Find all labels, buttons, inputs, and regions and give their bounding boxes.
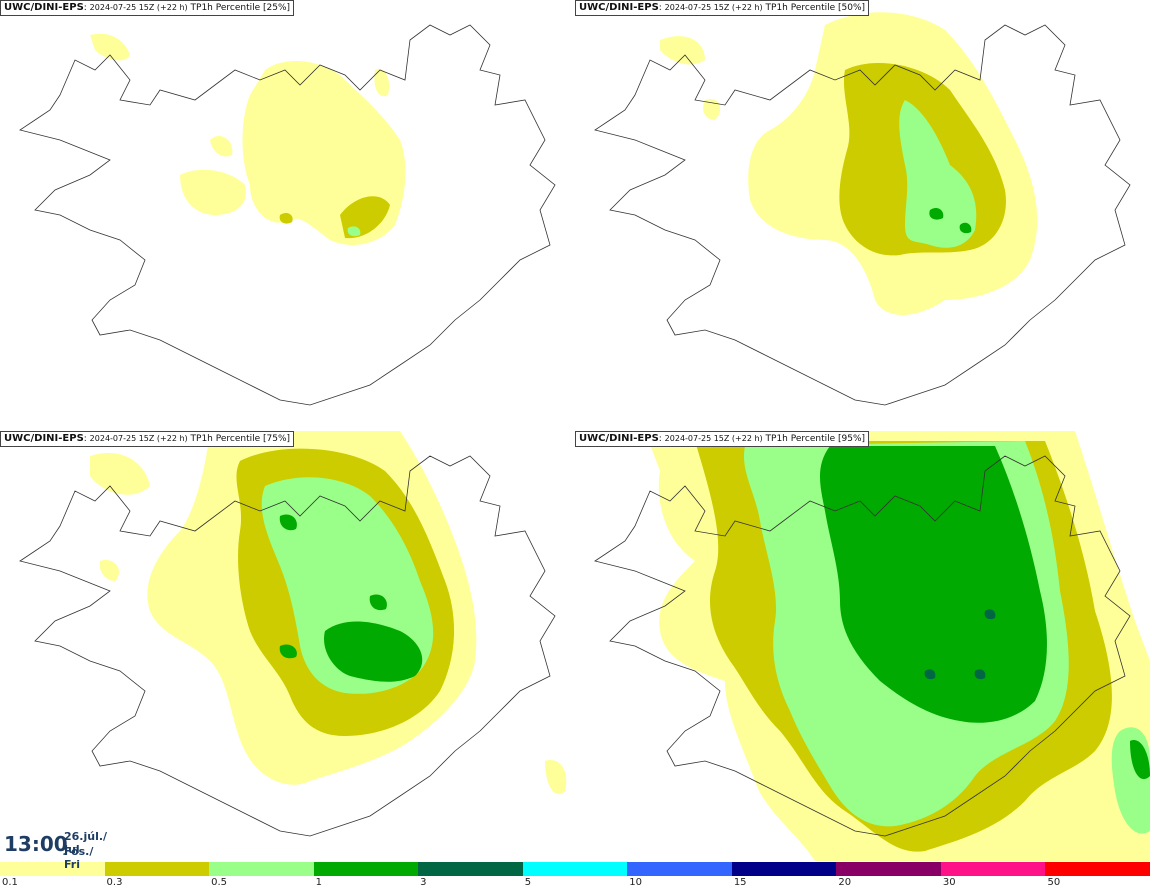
colorbar-segment bbox=[0, 862, 105, 876]
field-label: TP1h Percentile [50%] bbox=[765, 3, 866, 13]
run-date-label: 2024-07-25 15Z (+22 h) bbox=[664, 434, 763, 443]
panel-title-p95: UWC/DINI-EPS: 2024-07-25 15Z (+22 h) TP1… bbox=[575, 431, 870, 447]
map-panel-p95: UWC/DINI-EPS: 2024-07-25 15Z (+22 h) TP1… bbox=[575, 431, 1150, 861]
valid-time-box: 13:00 26.júl./ Jul Fös./ Fri bbox=[0, 828, 110, 871]
colorbar-tick-label: 3 bbox=[420, 877, 427, 888]
colorbar-tick-label: 0.3 bbox=[106, 877, 123, 888]
precip-shading bbox=[90, 33, 406, 246]
field-label: TP1h Percentile [95%] bbox=[765, 434, 866, 444]
precip-map-p50 bbox=[594, 12, 1131, 406]
valid-time: 13:00 bbox=[4, 832, 68, 856]
colorbar-tick-label: 20 bbox=[838, 877, 852, 888]
colorbar-segment bbox=[836, 862, 941, 876]
colorbar-segment bbox=[418, 862, 523, 876]
colorbar-segment bbox=[522, 862, 628, 876]
model-label: UWC/DINI-EPS bbox=[4, 2, 84, 13]
colorbar-tick-label: 1 bbox=[315, 877, 322, 888]
panel-title-p25: UWC/DINI-EPS: 2024-07-25 15Z (+22 h) TP1… bbox=[0, 0, 295, 16]
map-panel-p25: UWC/DINI-EPS: 2024-07-25 15Z (+22 h) TP1… bbox=[0, 0, 575, 430]
valid-date-line1: 26.júl./ Jul bbox=[64, 830, 108, 856]
panel-title-p50: UWC/DINI-EPS: 2024-07-25 15Z (+22 h) TP1… bbox=[575, 0, 870, 16]
colorbar-tick-label: 0.1 bbox=[2, 877, 18, 888]
field-label: TP1h Percentile [75%] bbox=[190, 434, 291, 444]
precip-shading bbox=[645, 431, 1150, 861]
coastline bbox=[594, 455, 1131, 837]
map-panel-p50: UWC/DINI-EPS: 2024-07-25 15Z (+22 h) TP1… bbox=[575, 0, 1150, 430]
model-label: UWC/DINI-EPS bbox=[4, 433, 84, 444]
colorbar-segment bbox=[313, 862, 419, 876]
colorbar-segment bbox=[104, 862, 210, 876]
coastline bbox=[19, 455, 556, 837]
colorbar-tick-label: 50 bbox=[1047, 877, 1061, 888]
colorbar-segment bbox=[1045, 862, 1150, 876]
colorbar-segment bbox=[209, 862, 314, 876]
precip-shading bbox=[660, 12, 1038, 316]
colorbar bbox=[0, 862, 1150, 876]
coastline bbox=[19, 24, 556, 406]
precip-map-p95 bbox=[594, 431, 1150, 861]
map-panel-p75: UWC/DINI-EPS: 2024-07-25 15Z (+22 h) TP1… bbox=[0, 431, 575, 861]
precip-map-p25 bbox=[19, 24, 556, 406]
colorbar-segment bbox=[627, 862, 732, 876]
colorbar-tick-label: 0.5 bbox=[211, 877, 227, 888]
panel-title-p75: UWC/DINI-EPS: 2024-07-25 15Z (+22 h) TP1… bbox=[0, 431, 295, 447]
run-date-label: 2024-07-25 15Z (+22 h) bbox=[89, 434, 188, 443]
run-date-label: 2024-07-25 15Z (+22 h) bbox=[89, 3, 188, 12]
colorbar-tick-label: 15 bbox=[733, 877, 747, 888]
colorbar-segment bbox=[940, 862, 1046, 876]
colorbar-tick-label: 5 bbox=[524, 877, 532, 888]
coastline bbox=[594, 24, 1131, 406]
colorbar-tick-label: 30 bbox=[942, 877, 956, 888]
run-date-label: 2024-07-25 15Z (+22 h) bbox=[664, 3, 763, 12]
precip-shading bbox=[90, 431, 567, 795]
colorbar-ticks: 0.1 0.3 0.5 1 3 5 10 15 20 30 50 bbox=[0, 877, 1150, 891]
field-label: TP1h Percentile [25%] bbox=[190, 3, 291, 13]
colorbar-tick-label: 10 bbox=[629, 877, 642, 888]
valid-date-line2: Fös./ Fri bbox=[64, 845, 94, 871]
model-label: UWC/DINI-EPS bbox=[579, 2, 659, 13]
precip-map-p75 bbox=[19, 431, 567, 837]
model-label: UWC/DINI-EPS bbox=[579, 433, 659, 444]
colorbar-segment bbox=[731, 862, 837, 876]
